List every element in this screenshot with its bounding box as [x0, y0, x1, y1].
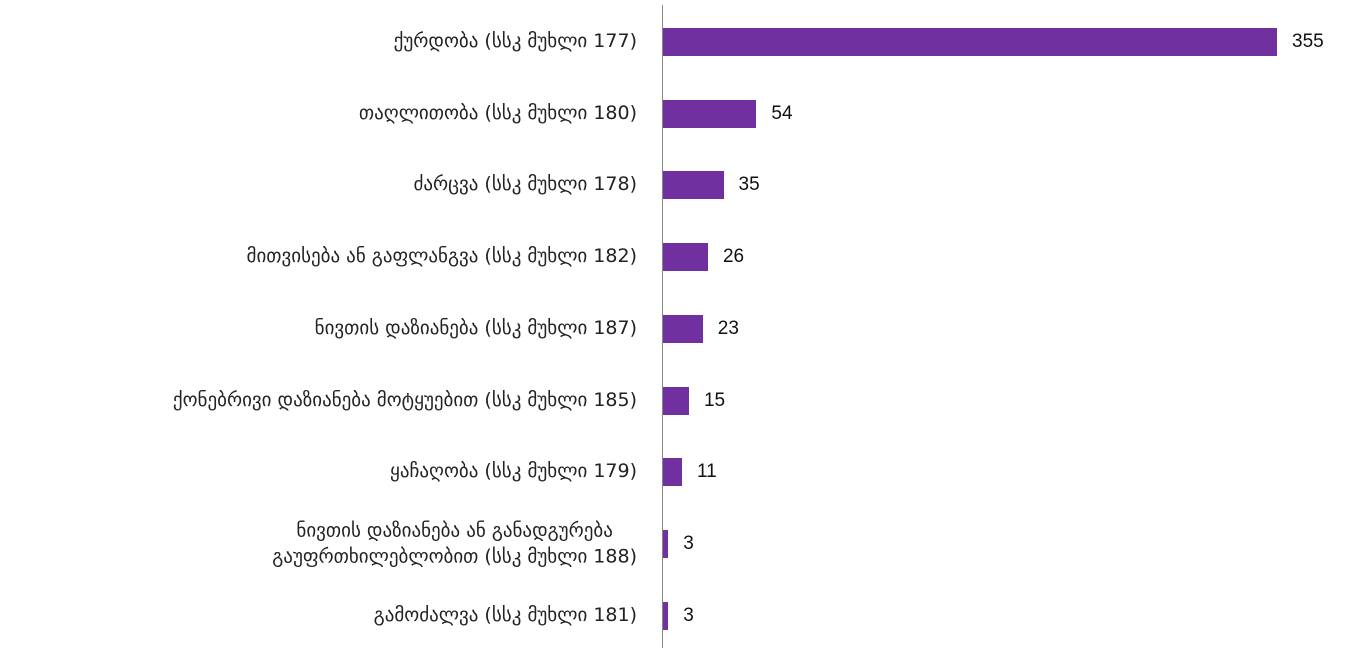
value-label: 23 [717, 317, 739, 339]
value-label: 3 [683, 604, 694, 626]
category-label: ქურდობა (სსკ მუხლი 177) [393, 30, 637, 53]
value-label: 26 [722, 246, 745, 268]
category-label: მითვისება ან გაფლანგვა (სსკ მუხლი 182) [246, 245, 637, 268]
category-label: ნივთის დაზიანება (სსკ მუხლი 187) [314, 316, 637, 339]
bar [663, 28, 1277, 56]
value-label: 355 [1292, 31, 1324, 52]
category-label: ქონებრივი დაზიანება მოტყუებით (სსკ მუხლი… [172, 388, 637, 411]
category-label: გამოძალვა (სსკ მუხლი 181) [373, 603, 637, 626]
bar [663, 314, 703, 343]
bar [663, 99, 757, 128]
value-label: 11 [697, 461, 717, 483]
bar [663, 458, 683, 487]
value-label: 3 [683, 532, 694, 554]
bar [663, 243, 708, 272]
value-label: 15 [703, 389, 726, 411]
category-label: თაღლითობა (სსკ მუხლი 180) [358, 101, 637, 124]
value-label: 35 [738, 174, 760, 196]
axis-line [662, 5, 663, 648]
bar [663, 601, 669, 630]
category-label: ყაჩაღობა (სსკ მუხლი 179) [389, 460, 637, 483]
category-label: ძარცვა (სსკ მუხლი 178) [413, 173, 637, 196]
bar [663, 171, 724, 200]
category-label: ნივთის დაზიანება ან განადგურება გაუფრთხი… [272, 519, 637, 567]
bar [663, 386, 689, 415]
value-label: 54 [771, 102, 793, 124]
bar [663, 529, 669, 558]
